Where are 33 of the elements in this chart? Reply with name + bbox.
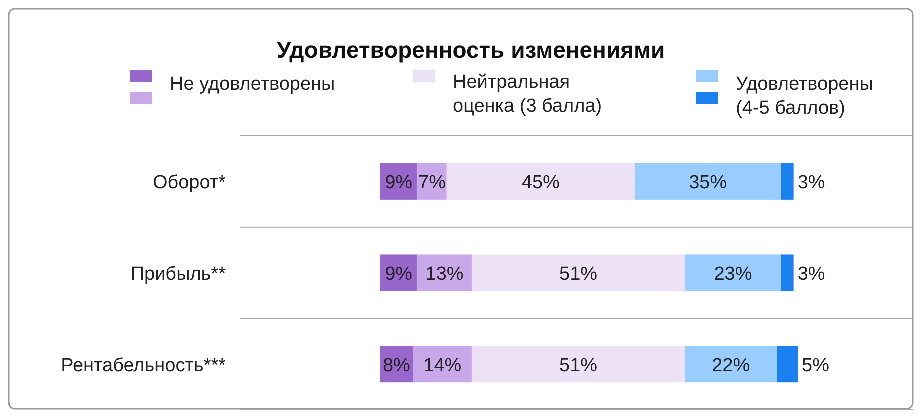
data-label: 45% bbox=[522, 172, 560, 194]
data-label: 51% bbox=[560, 264, 598, 285]
data-label: 5% bbox=[802, 355, 830, 376]
bar bbox=[777, 346, 798, 383]
bar bbox=[685, 346, 778, 383]
data-label: 8% bbox=[382, 355, 411, 376]
bar bbox=[781, 163, 794, 200]
data-label: 9% bbox=[385, 172, 413, 194]
chart-title: Удовлетворенность изменениями bbox=[276, 37, 666, 63]
bar bbox=[418, 254, 472, 292]
bar bbox=[472, 254, 686, 292]
y-tick-label: Прибыль** bbox=[130, 264, 227, 285]
legend-label: Удовлетворены (4-5 баллов) bbox=[736, 74, 874, 119]
bar bbox=[685, 254, 782, 292]
legend-label: Не удовлетворены bbox=[170, 74, 336, 95]
data-label: 35% bbox=[689, 172, 728, 194]
data-label: 22% bbox=[712, 355, 750, 376]
data-label: 3% bbox=[798, 264, 826, 285]
y-tick-label: Рентабельность*** bbox=[61, 355, 227, 376]
bar bbox=[413, 346, 472, 383]
data-label: 51% bbox=[560, 355, 598, 376]
legend-label: Нейтральная оценка (3 балла) bbox=[453, 72, 602, 117]
data-label: 9% bbox=[385, 264, 413, 285]
y-tick-label: Оборот* bbox=[152, 172, 227, 194]
data-label: 3% bbox=[798, 172, 826, 194]
bar bbox=[472, 346, 686, 383]
bar bbox=[781, 254, 794, 292]
data-label: 13% bbox=[426, 264, 464, 285]
bar bbox=[446, 163, 635, 200]
data-label: 23% bbox=[714, 264, 752, 285]
bar bbox=[634, 163, 782, 200]
data-label: 7% bbox=[418, 172, 446, 194]
data-label: 14% bbox=[424, 355, 462, 376]
